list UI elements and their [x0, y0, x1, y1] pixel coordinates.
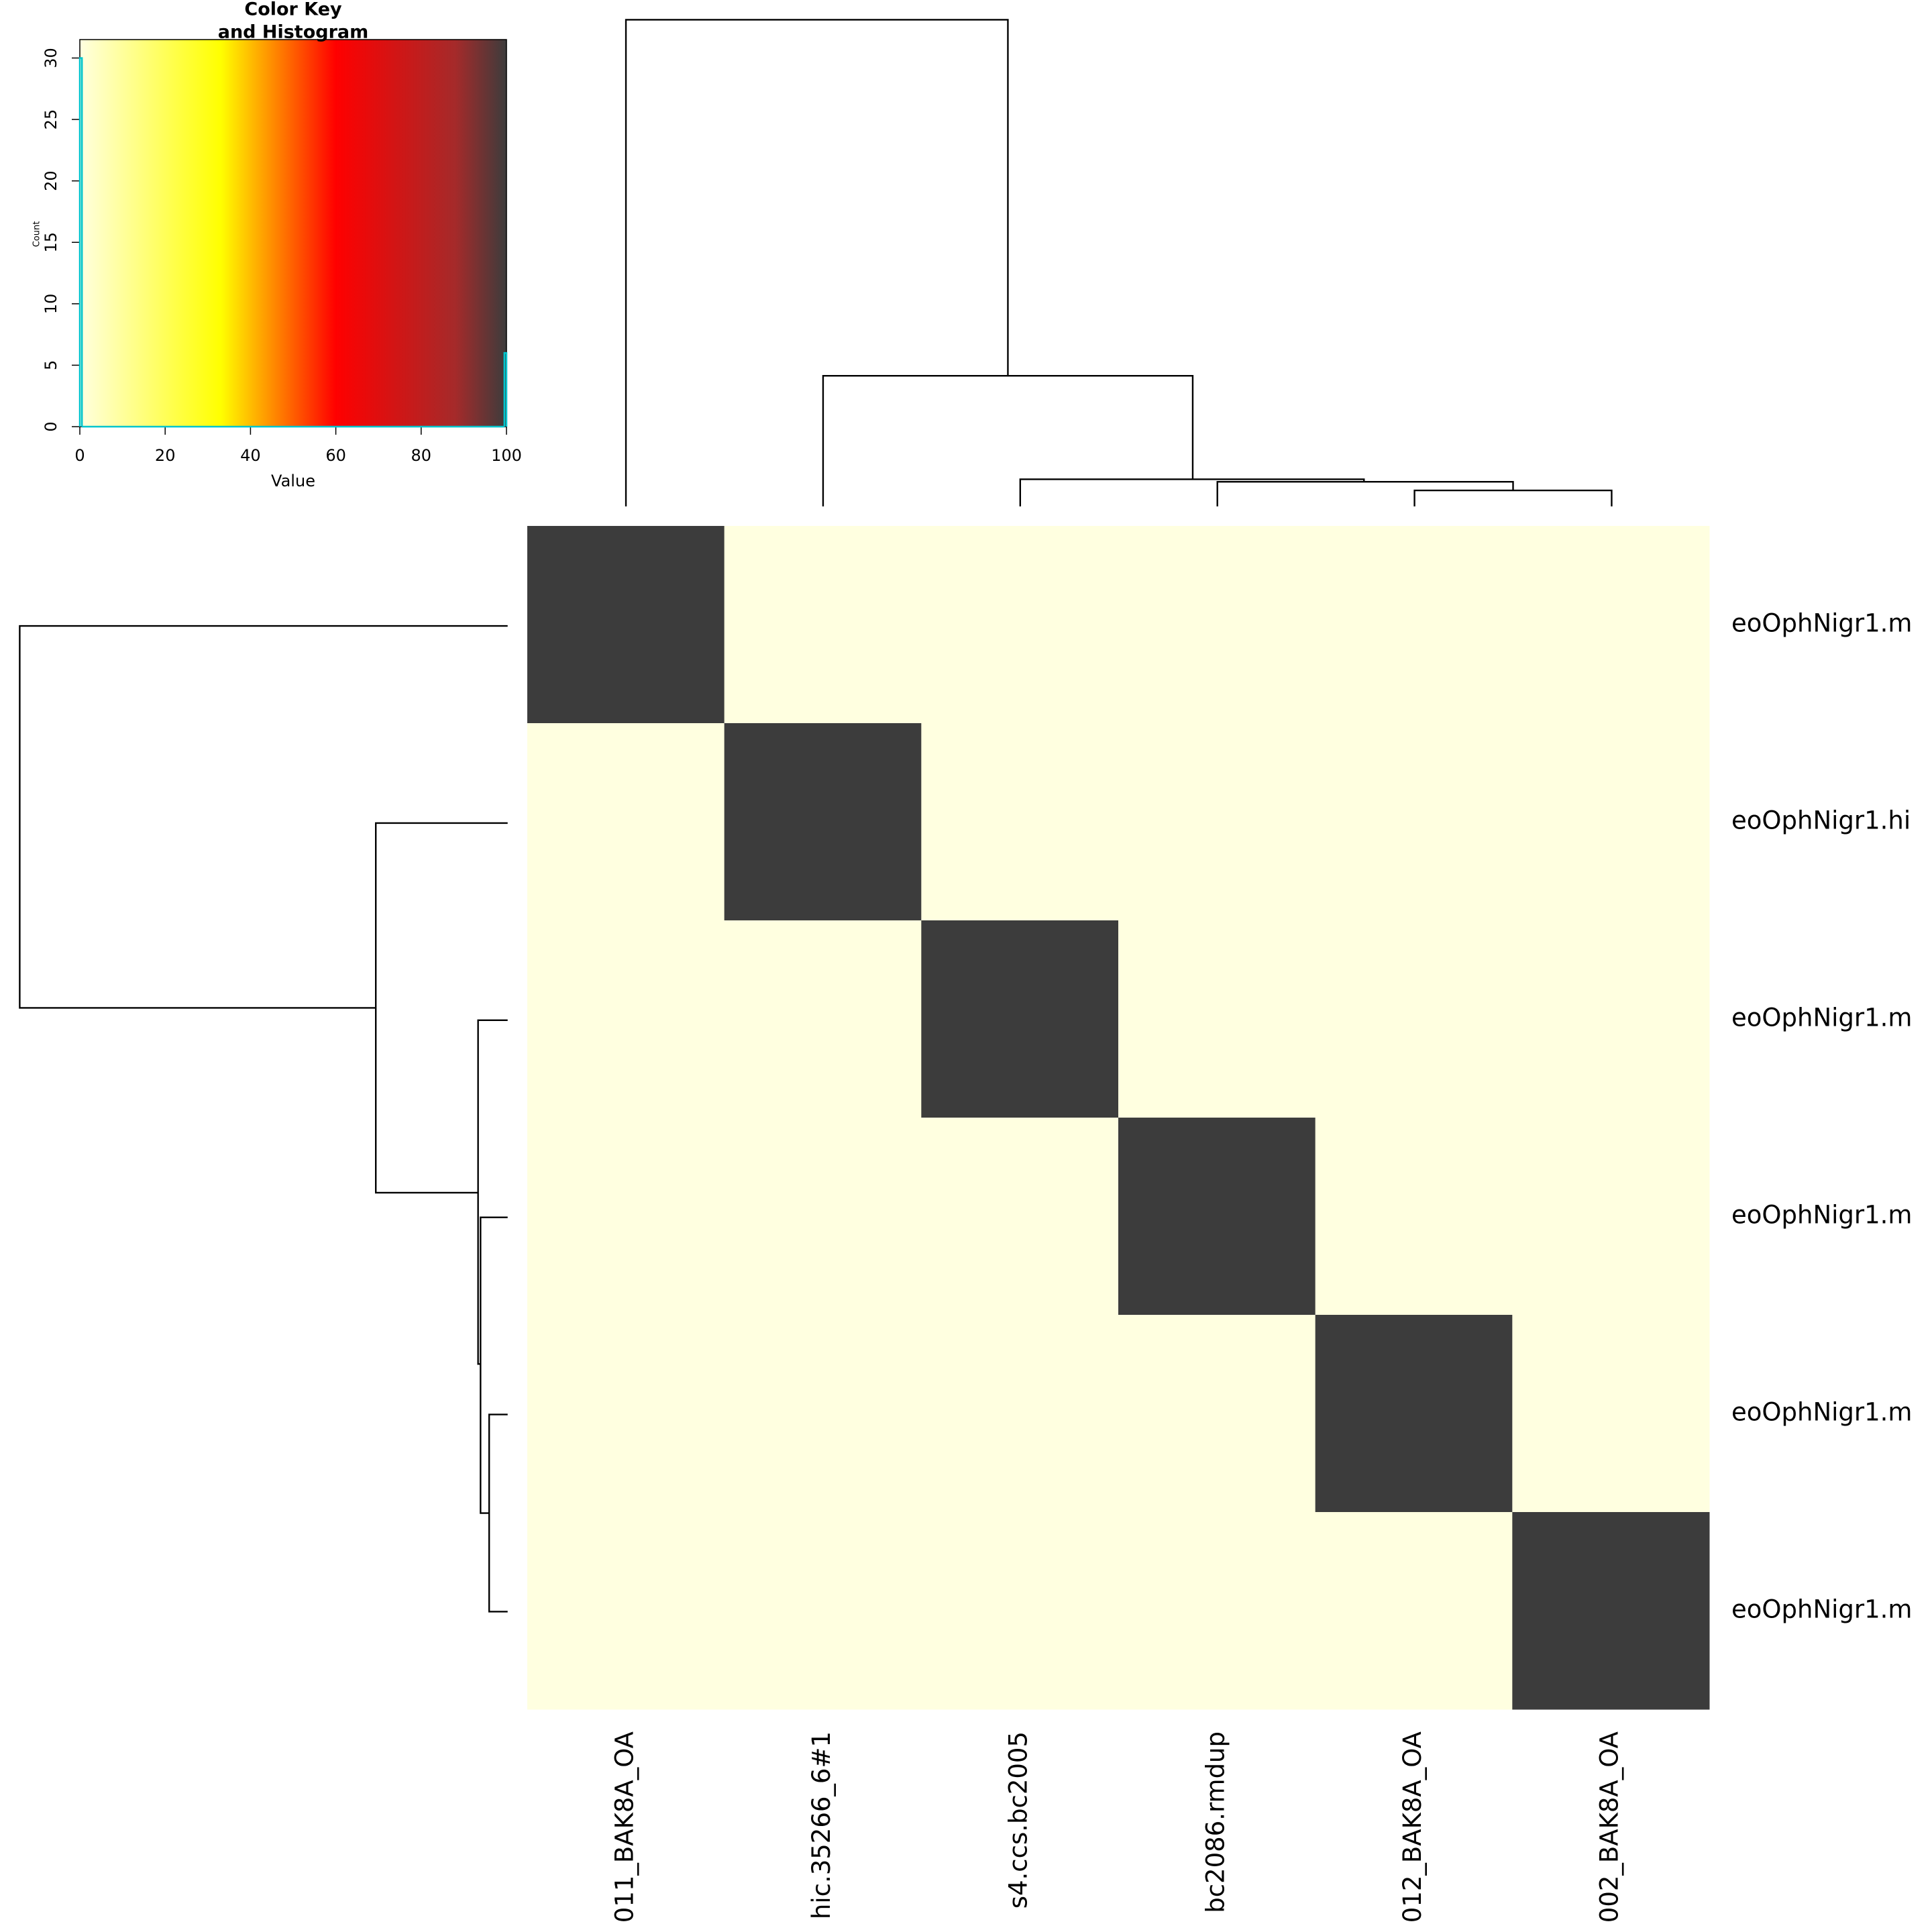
- x-tick-label: 60: [325, 446, 346, 465]
- heatmap-cell: [1118, 1118, 1316, 1316]
- column-label: s4.ccs.bc2005: [1004, 1731, 1033, 1909]
- heatmap-cell: [724, 1315, 922, 1513]
- heatmap-cell: [1118, 1512, 1316, 1710]
- heatmap-cell: [724, 1512, 922, 1710]
- key-title: Color Key: [244, 0, 342, 20]
- heatmap-cell: [1118, 920, 1316, 1118]
- heatmap-cell: [921, 1118, 1119, 1316]
- y-tick-label: 25: [42, 109, 60, 130]
- column-label: 002_BAK8A_OA: [1595, 1731, 1624, 1923]
- y-tick-label: 20: [42, 170, 60, 191]
- dendrogram-branch: [19, 625, 508, 1009]
- row-label: eoOphNigr1.m: [1731, 1201, 1912, 1230]
- heatmap-cell: [921, 723, 1119, 921]
- dendrogram-branch: [477, 1019, 508, 1365]
- dendrogram-branch: [375, 822, 508, 1194]
- heatmap-cell: [1315, 723, 1513, 921]
- row-dendrogram: [19, 625, 508, 1613]
- y-axis-label: Count: [32, 221, 42, 248]
- row-label: eoOphNigr1.m: [1731, 1398, 1912, 1427]
- row-label: eoOphNigr1.m: [1731, 1004, 1912, 1032]
- heatmap-cell: [724, 723, 922, 921]
- heatmap-cell: [1512, 1512, 1710, 1710]
- heatmap-cell: [1315, 920, 1513, 1118]
- heatmap-cell: [1315, 1512, 1513, 1710]
- dendrogram-branch: [822, 375, 1194, 506]
- y-tick-label: 10: [42, 294, 60, 315]
- heatmap-cell: [724, 1118, 922, 1316]
- x-tick-label: 0: [74, 446, 85, 465]
- column-label: bc2086.rmdup: [1201, 1731, 1230, 1913]
- row-label: eoOphNigr1.m: [1731, 609, 1912, 638]
- x-tick-label: 80: [411, 446, 432, 465]
- heatmap-cell: [1315, 1118, 1513, 1316]
- heatmap-cell: [921, 526, 1119, 724]
- x-tick-label: 100: [491, 446, 522, 465]
- heatmap-cell: [724, 920, 922, 1118]
- histogram-bin: [503, 352, 508, 427]
- y-tick-label: 30: [42, 48, 60, 68]
- heatmap-cell: [1118, 723, 1316, 921]
- histogram-bin: [78, 57, 83, 427]
- heatmap-cell: [527, 1118, 725, 1316]
- heatmap-cell: [1512, 526, 1710, 724]
- heatmap-cell: [921, 1512, 1119, 1710]
- heatmap-cell: [1512, 1118, 1710, 1316]
- heatmap-cell: [1512, 723, 1710, 921]
- heatmap-cell: [527, 723, 725, 921]
- dendrogram-branch: [1216, 480, 1514, 506]
- heatmap-cell: [527, 1512, 725, 1710]
- heatmap-cell: [527, 1315, 725, 1513]
- heatmap-cell: [527, 920, 725, 1118]
- heatmap-cell: [1118, 526, 1316, 724]
- heatmap-cell: [1512, 920, 1710, 1118]
- heatmap-cell: [1512, 1315, 1710, 1513]
- dendrogram-branch: [1413, 489, 1613, 506]
- column-label: hic.35266_6#1: [807, 1731, 836, 1919]
- dendrogram-branch: [480, 1216, 508, 1514]
- x-tick-label: 20: [155, 446, 176, 465]
- row-label: eoOphNigr1.hi: [1731, 806, 1911, 835]
- color-key: [79, 39, 507, 427]
- dendrogram-branch: [488, 1413, 508, 1613]
- y-tick-label: 0: [42, 421, 60, 431]
- y-tick-label: 5: [42, 360, 60, 370]
- y-tick-label: 15: [42, 232, 60, 253]
- x-axis-label: Value: [271, 472, 315, 490]
- row-label: eoOphNigr1.m: [1731, 1595, 1912, 1624]
- column-label: 011_BAK8A_OA: [610, 1731, 639, 1923]
- column-label: 012_BAK8A_OA: [1398, 1731, 1427, 1923]
- heatmap-cell: [1118, 1315, 1316, 1513]
- heatmap-cell: [921, 1315, 1119, 1513]
- dendrogram-branch: [625, 19, 1009, 506]
- heatmap-cell: [724, 526, 922, 724]
- heatmap-cell: [921, 920, 1119, 1118]
- x-tick-label: 40: [240, 446, 261, 465]
- dendrogram-branch: [1019, 478, 1365, 506]
- heatmap-cell: [527, 526, 725, 724]
- heatmap-cell: [1315, 1315, 1513, 1513]
- heatmap-cell: [1315, 526, 1513, 724]
- key-title: and Histogram: [218, 22, 369, 43]
- column-dendrogram: [625, 19, 1613, 506]
